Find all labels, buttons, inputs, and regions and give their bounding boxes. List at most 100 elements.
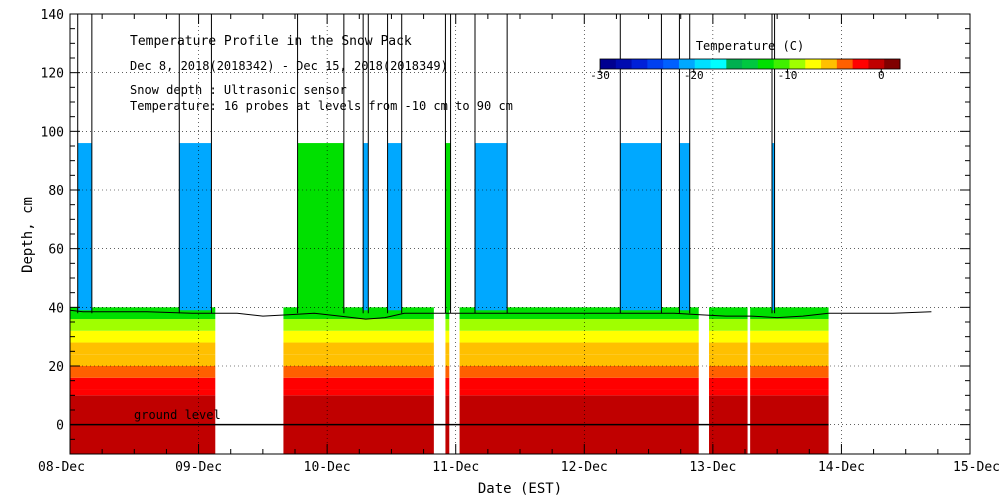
text-layer: Temperature Profile in the Snow Pack Dec… [20, 34, 804, 497]
cold-air-temperature-cell [387, 143, 402, 311]
chart-subtitle-line-3: Temperature: 16 probes at levels from -1… [130, 99, 513, 113]
temperature-band-cell [709, 342, 748, 355]
temperature-band-cell [70, 342, 216, 355]
colorbar-swatch [710, 59, 727, 69]
temperature-band-cell [445, 389, 450, 396]
temperature-band-cell [70, 377, 216, 390]
temperature-band-cell [750, 377, 829, 390]
colorbar-tick-label: -20 [684, 69, 704, 82]
cold-air-temperature-cell [679, 143, 690, 311]
temperature-band-cell [283, 366, 434, 378]
temperature-band-cell [459, 342, 699, 355]
cold-air-temperature-cell [620, 143, 662, 311]
temperature-band-cell [70, 330, 216, 343]
colorbar-swatch [852, 59, 869, 69]
temperature-band-cell [445, 342, 450, 355]
temperature-band-cell [750, 354, 829, 366]
temperature-band-cell [709, 330, 748, 343]
x-tick-label: 11-Dec [432, 460, 479, 475]
colorbar-tick-label: 0 [878, 69, 885, 82]
cold-air-temperature-cell [445, 143, 451, 311]
y-tick-label: 120 [41, 67, 64, 82]
temperature-band-cell [445, 319, 450, 331]
colorbar-swatch [821, 59, 838, 69]
ground-level-annotation: ground level [134, 408, 221, 422]
y-tick-label: 140 [41, 8, 64, 23]
colorbar-swatch [757, 59, 775, 69]
temperature-band-cell [750, 307, 829, 320]
temperature-band-cell [459, 389, 699, 396]
temperature-band-cell [283, 319, 434, 331]
y-tick-label: 40 [48, 301, 64, 316]
x-tick-label: 15-Dec [953, 460, 1000, 475]
y-tick-label: 0 [56, 419, 64, 434]
cold-air-temperature-cell [179, 143, 212, 311]
colorbar-swatch [678, 59, 696, 69]
colorbar-swatch [884, 59, 901, 69]
temperature-band-cell [445, 377, 450, 390]
y-tick-label: 60 [48, 243, 64, 258]
temperature-band-cell [70, 389, 216, 396]
colorbar-swatch [805, 59, 822, 69]
temperature-band-cell [70, 307, 216, 320]
heatmap-layer [70, 143, 829, 454]
temperature-band-cell [70, 366, 216, 378]
x-tick-label: 13-Dec [689, 460, 736, 475]
temperature-band-cell [709, 389, 748, 396]
x-tick-label: 08-Dec [38, 460, 85, 475]
y-axis-label: Depth, cm [20, 197, 36, 273]
cold-air-temperature-cell [475, 143, 508, 311]
temperature-band-cell [283, 330, 434, 343]
cold-air-temperature-cell [772, 143, 775, 311]
colorbar-swatch [600, 59, 617, 69]
colorbar-swatch [773, 59, 790, 69]
cold-air-temperature-cell [297, 143, 344, 311]
temperature-band-cell [459, 319, 699, 331]
temperature-band-cell [750, 342, 829, 355]
temperature-band-cell [750, 389, 829, 396]
colorbar-swatch [742, 59, 759, 69]
x-tick-label: 10-Dec [304, 460, 351, 475]
y-tick-label: 20 [48, 360, 64, 375]
colorbar-swatch [694, 59, 712, 69]
temperature-band-cell [709, 377, 748, 390]
x-tick-label: 12-Dec [561, 460, 608, 475]
temperature-band-cell [283, 307, 434, 320]
x-tick-label: 09-Dec [175, 460, 222, 475]
axes-layer: 0 20 40 60 80 100 120 140 08-Dec 09-Dec 10-Dec 11-D… [38, 8, 1000, 475]
temperature-band-cell [70, 354, 216, 366]
temperature-band-cell [750, 319, 829, 331]
temperature-band-cell [283, 354, 434, 366]
temperature-band-cell [445, 354, 450, 366]
colorbar-swatch [663, 59, 680, 69]
colorbar-swatch [647, 59, 664, 69]
chart-subtitle-line-1: Dec 8, 2018(2018342) - Dec 15, 2018(2018… [130, 59, 448, 73]
temperature-band-cell [709, 366, 748, 378]
temperature-band-cell [709, 307, 748, 320]
temperature-band-cell [709, 319, 748, 331]
cold-air-temperature-cell [363, 143, 369, 311]
colorbar: -30 -20 -10 0 [590, 58, 901, 82]
colorbar-frame [599, 58, 901, 70]
temperature-band-cell [445, 330, 450, 343]
x-axis-label: Date (EST) [478, 481, 562, 497]
cold-air-temperature-cell [77, 143, 92, 311]
temperature-band-cell [459, 354, 699, 366]
colorbar-swatch [836, 59, 854, 69]
temperature-band-cell [459, 366, 699, 378]
temperature-band-cell [709, 354, 748, 366]
temperature-band-cell [70, 319, 216, 331]
chart-title: Temperature Profile in the Snow Pack [130, 34, 412, 49]
colorbar-title: Temperature (C) [696, 39, 804, 53]
snow-depth-layer [69, 14, 932, 320]
colorbar-swatch [615, 59, 633, 69]
colorbar-tick-label: -30 [590, 69, 610, 82]
chart-subtitle-line-2: Snow depth : Ultrasonic sensor [130, 83, 347, 97]
colorbar-swatch [789, 59, 806, 69]
temperature-band-cell [750, 366, 829, 378]
y-tick-label: 80 [48, 184, 64, 199]
temperature-band-cell [459, 330, 699, 343]
colorbar-swatch [726, 59, 743, 69]
